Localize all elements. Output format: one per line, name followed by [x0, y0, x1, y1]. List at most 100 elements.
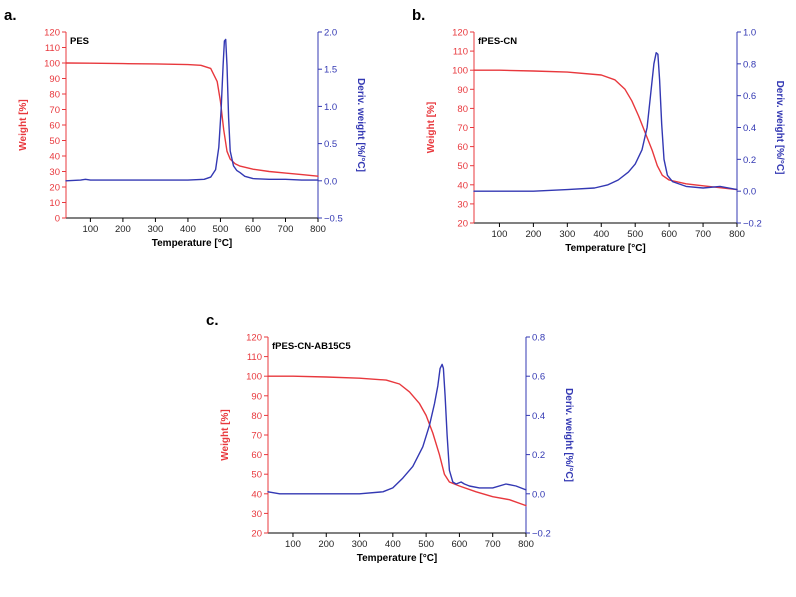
weight-line: [267, 375, 527, 507]
y2-tick-label: −0.5: [324, 214, 343, 225]
panel-letter: c.: [206, 312, 219, 329]
panel-letter: a.: [4, 7, 17, 24]
y-tick-label: 0: [55, 214, 60, 225]
y-tick-label: 110: [453, 47, 468, 58]
y-tick-label: 70: [457, 123, 468, 134]
y-axis-label: Weight [%]: [220, 409, 231, 460]
x-tick-label: 300: [147, 224, 163, 235]
y2-tick-label: 0.0: [324, 176, 337, 187]
y2-tick-label: −0.2: [532, 529, 551, 540]
y-tick-label: 110: [45, 43, 60, 54]
y2-tick-label: 0.4: [743, 123, 756, 134]
x-tick-label: 600: [451, 539, 467, 550]
weight-line: [65, 62, 319, 177]
x-axis-label: Temperature [°C]: [357, 553, 438, 564]
y-axis-label: Weight [%]: [18, 99, 29, 150]
chart-svg: c. 100 200 300 400 500 600 700 800 20 30 40 50 60 70 80…: [206, 312, 574, 564]
y-tick-label: 50: [457, 161, 468, 172]
x-tick-label: 100: [82, 224, 98, 235]
y2-tick-label: 0.6: [743, 91, 756, 102]
x-tick-label: 400: [593, 229, 609, 240]
y-tick-label: 120: [452, 28, 468, 39]
weight-line: [473, 69, 738, 191]
deriv-weight-line: [473, 52, 738, 192]
y-tick-label: 60: [251, 450, 262, 461]
x-tick-label: 700: [485, 539, 501, 550]
x-tick-label: 300: [352, 539, 368, 550]
y2-tick-label: 0.8: [532, 333, 545, 344]
y-tick-label: 40: [49, 152, 60, 163]
x-tick-label: 800: [518, 539, 534, 550]
y-tick-label: 100: [246, 372, 262, 383]
x-tick-label: 200: [318, 539, 334, 550]
y-tick-label: 120: [246, 333, 262, 344]
chart-panel-b: b. 100 200 300 400 500 600 700 800 20 30 40 50 60 70 80…: [412, 7, 785, 255]
x-axis-label: Temperature [°C]: [152, 238, 233, 249]
y2-tick-label: 0.0: [743, 187, 756, 198]
y2-tick-label: 1.0: [743, 28, 756, 39]
x-tick-label: 500: [213, 224, 229, 235]
x-tick-label: 800: [310, 224, 326, 235]
sample-title: fPES-CN: [478, 36, 517, 47]
y-tick-label: 90: [457, 85, 468, 96]
y2-tick-label: 0.2: [532, 450, 545, 461]
x-tick-label: 100: [285, 539, 301, 550]
y-axis-label: Weight [%]: [426, 102, 437, 153]
x-tick-label: 400: [385, 539, 401, 550]
y-tick-label: 100: [44, 59, 60, 70]
y-tick-label: 120: [44, 28, 60, 39]
x-tick-label: 300: [559, 229, 575, 240]
y-tick-label: 30: [49, 167, 60, 178]
chart-panel-c: c. 100 200 300 400 500 600 700 800 20 30 40 50 60 70 80…: [206, 312, 574, 565]
chart-panel-a: a. 100 200 300 400 500 600 700 800 0 10 20 30 40 50 60 7…: [4, 7, 366, 250]
y2-tick-label: 0.4: [532, 411, 545, 422]
y-tick-label: 20: [49, 183, 60, 194]
y-tick-label: 100: [452, 66, 468, 77]
x-tick-label: 400: [180, 224, 196, 235]
y2-tick-label: 1.5: [324, 65, 337, 76]
y-tick-label: 50: [251, 470, 262, 481]
y-tick-label: 110: [247, 352, 262, 363]
y2-axis-label: Deriv. weight [%/°C]: [774, 81, 785, 175]
x-tick-label: 100: [492, 229, 508, 240]
x-tick-label: 200: [525, 229, 541, 240]
sample-title: fPES-CN-AB15C5: [272, 341, 351, 352]
y2-tick-label: 0.0: [532, 489, 545, 500]
y2-tick-label: 0.8: [743, 59, 756, 70]
panel-letter: b.: [412, 7, 425, 24]
x-tick-label: 800: [729, 229, 745, 240]
y2-tick-label: 2.0: [324, 28, 337, 39]
x-tick-label: 600: [245, 224, 261, 235]
y-tick-label: 90: [251, 391, 262, 402]
y-tick-label: 40: [457, 180, 468, 191]
y-tick-label: 70: [251, 431, 262, 442]
x-tick-label: 500: [418, 539, 434, 550]
y-tick-label: 20: [251, 529, 262, 540]
y-tick-label: 40: [251, 489, 262, 500]
y-tick-label: 80: [251, 411, 262, 422]
x-axis-label: Temperature [°C]: [565, 243, 646, 254]
y2-tick-label: 1.0: [324, 102, 337, 113]
chart-svg: a. 100 200 300 400 500 600 700 800 0 10 20 30 40 50 60 7…: [4, 7, 366, 249]
chart-svg: b. 100 200 300 400 500 600 700 800 20 30 40 50 60 70 80…: [412, 7, 785, 254]
y2-tick-label: 0.6: [532, 372, 545, 383]
y2-tick-label: 0.5: [324, 139, 337, 150]
x-tick-label: 500: [627, 229, 643, 240]
deriv-weight-line: [65, 38, 319, 182]
y-tick-label: 30: [251, 509, 262, 520]
y-tick-label: 90: [49, 74, 60, 85]
y-tick-label: 10: [49, 198, 60, 209]
x-tick-label: 600: [661, 229, 677, 240]
y-tick-label: 60: [457, 142, 468, 153]
y2-axis-label: Deriv. weight [%/°C]: [355, 78, 366, 172]
deriv-weight-line: [267, 363, 527, 495]
y-tick-label: 30: [457, 199, 468, 210]
x-tick-label: 200: [115, 224, 131, 235]
sample-title: PES: [70, 36, 89, 47]
y-tick-label: 80: [49, 90, 60, 101]
x-tick-label: 700: [695, 229, 711, 240]
y-tick-label: 80: [457, 104, 468, 115]
y-tick-label: 60: [49, 121, 60, 132]
y-tick-label: 70: [49, 105, 60, 116]
y-tick-label: 50: [49, 136, 60, 147]
